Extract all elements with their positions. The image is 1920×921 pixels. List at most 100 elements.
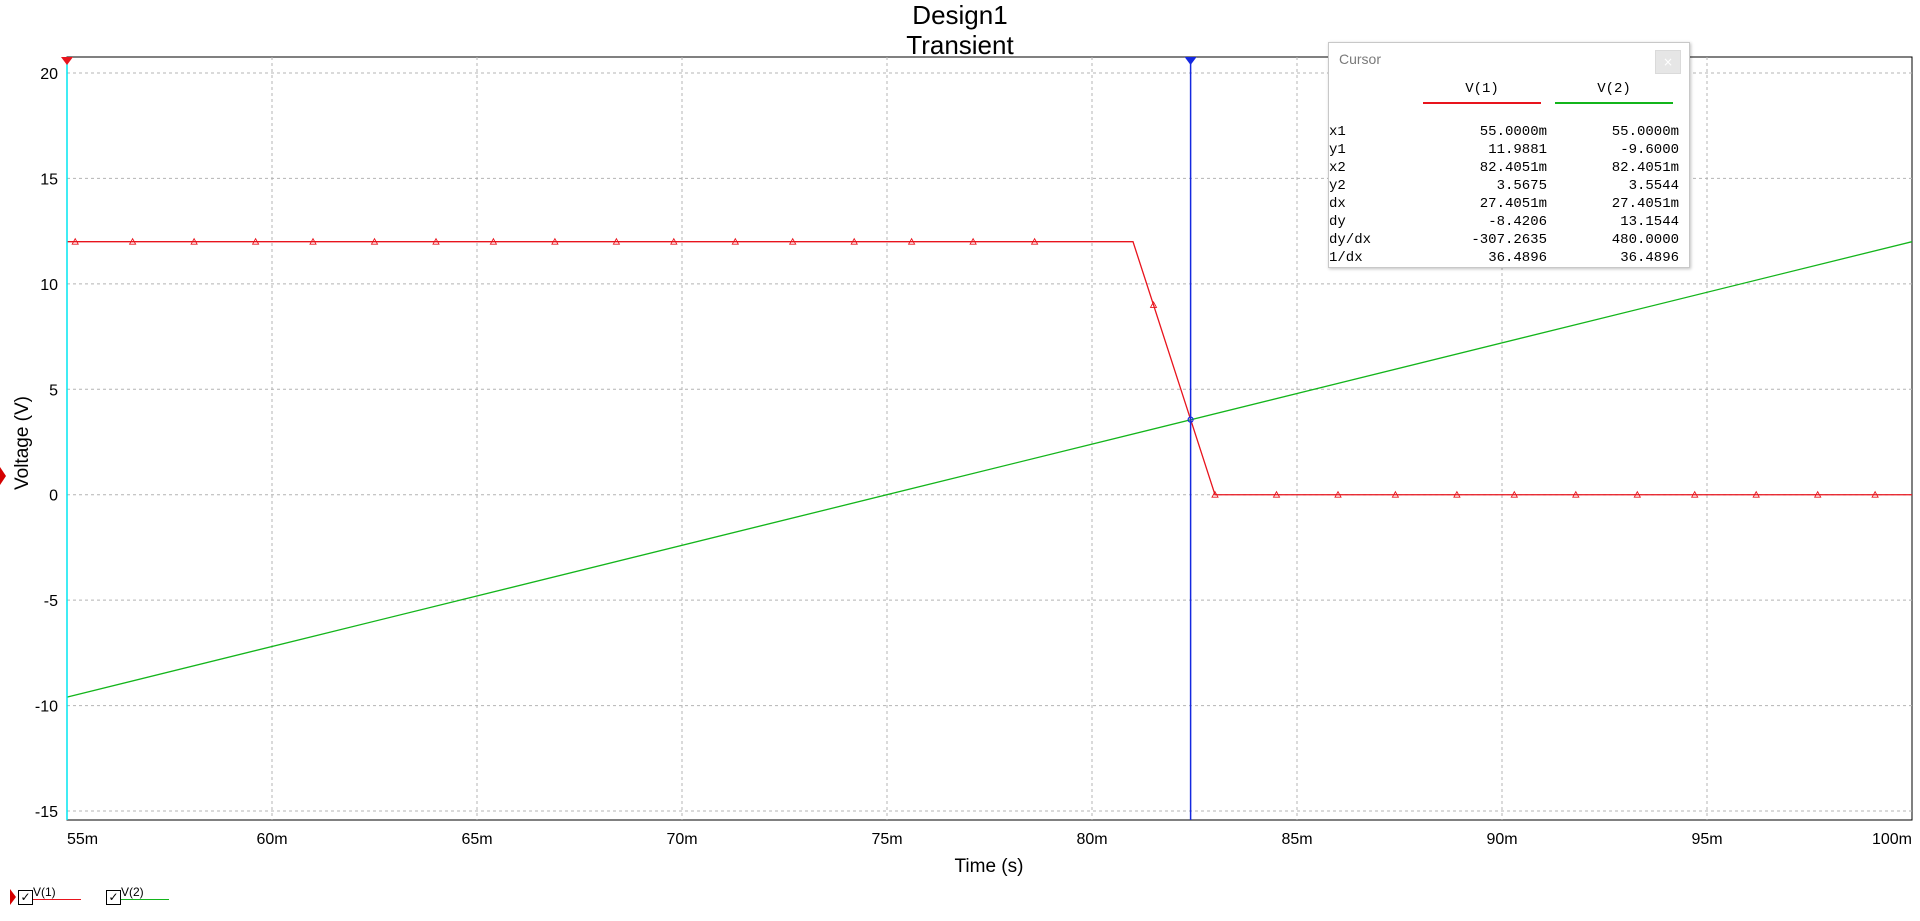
data-point-marker [670,237,678,245]
data-point-marker [907,237,916,245]
cursor-value-v1: 36.4896 [1488,250,1547,266]
cursor-row-label: x1 [1329,124,1346,140]
checkbox-v1[interactable]: ✓ [18,890,33,905]
cursor-value-v2: 36.4896 [1620,250,1679,266]
close-icon[interactable]: × [1655,50,1681,74]
cursor-row-dydx: dy/dx -307.2635 480.0000 [1329,231,1689,249]
selected-trace-marker [10,889,16,905]
cursor-row-y1: y1 11.9881 -9.6000 [1329,141,1689,159]
cursor-value-v1: -307.2635 [1471,232,1547,248]
data-point-marker [309,237,317,245]
data-point-marker [551,237,559,245]
legend-label-v1: V(1) [33,885,56,899]
cursor-2-handle [1184,57,1197,65]
y-tick-label: -5 [44,593,58,610]
y-tick-label: 5 [49,382,58,399]
x-tick-label: 90m [1486,831,1517,848]
cursor-panel-title: Cursor [1339,51,1382,67]
cursor-row-dy: dy -8.4206 13.1544 [1329,213,1689,231]
cursor-value-v2: 480.0000 [1611,232,1679,248]
cursor-column-v2: V(2) [1555,81,1673,104]
data-point-marker [1813,490,1822,498]
cursor-row-inv-dx: 1/dx 36.4896 36.4896 [1329,249,1689,267]
cursor-column-v1-label: V(1) [1465,81,1499,97]
data-point-marker [1752,490,1760,498]
cursor-value-v1: 82.4051m [1479,160,1547,176]
y-tick-label: 15 [40,171,58,188]
data-point-marker [1690,490,1699,498]
x-tick-label: 85m [1281,831,1312,848]
data-point-marker [1633,490,1642,498]
cursor-row-label: dx [1329,196,1346,212]
data-point-marker [489,237,498,245]
y-tick-label: 0 [49,488,58,505]
checkbox-v2[interactable]: ✓ [106,890,121,905]
cursor-value-v1: 27.4051m [1479,196,1547,212]
cursor-value-v2: 27.4051m [1611,196,1679,212]
x-tick-label: 80m [1076,831,1107,848]
cursor-row-label: dy/dx [1329,232,1372,248]
data-point-marker [1334,490,1342,498]
y-tick-label: 10 [40,277,58,294]
data-point-marker [969,237,977,245]
data-point-marker [1510,490,1519,498]
y-tick-label: -15 [35,804,58,821]
data-point-marker [1272,490,1281,498]
cursor-1-handle [61,57,73,65]
cursor-column-v1-swatch [1423,102,1541,104]
cursor-value-v2: 13.1544 [1620,214,1679,230]
data-point-marker [370,237,379,245]
cursor-row-label: y1 [1329,142,1346,158]
data-point-marker [128,237,137,245]
active-trace-marker[interactable] [0,467,6,485]
data-point-marker [612,237,621,245]
y-tick-label: -10 [35,699,58,716]
x-tick-label: 60m [256,831,287,848]
y-axis-label: Voltage (V) [12,396,33,490]
cursor-row-dx: dx 27.4051m 27.4051m [1329,195,1689,213]
chart-title: Design1 [912,0,1007,30]
cursor-row-label: x2 [1329,160,1346,176]
legend-item-v1[interactable]: ✓ V(1) [10,885,90,908]
cursor-value-v2: 55.0000m [1611,124,1679,140]
legend-label-v2: V(2) [121,885,144,899]
legend-swatch-v2 [121,899,169,900]
data-point-marker [1391,490,1400,498]
cursor-row-label: dy [1329,214,1346,230]
cursor-column-v2-label: V(2) [1597,81,1631,97]
data-point-marker [1211,490,1219,498]
cursor-value-v2: 82.4051m [1611,160,1679,176]
cursor-row-x2: x2 82.4051m 82.4051m [1329,159,1689,177]
series-line-v2 [66,241,1913,698]
x-tick-label: 70m [666,831,697,848]
data-point-marker [432,237,440,245]
data-point-marker [1149,301,1158,308]
cursor-readout-table: x1 55.0000m 55.0000m y1 11.9881 -9.6000 … [1329,123,1689,267]
cursor-row-label: y2 [1329,178,1346,194]
series-line-v1 [67,241,1912,496]
data-point-marker [251,237,260,245]
cursor-value-v2: -9.6000 [1620,142,1679,158]
x-tick-label: 65m [461,831,492,848]
cursor-value-v1: 11.9881 [1488,142,1547,158]
x-axis-label: Time (s) [955,856,1024,877]
data-point-marker [731,237,740,245]
cursor-panel[interactable]: Cursor × V(1) V(2) x1 55.0000m 55.0000m … [1328,42,1690,268]
data-point-marker [190,237,198,245]
data-point-marker [1871,490,1879,498]
data-point-marker [788,237,797,245]
legend-item-v2[interactable]: ✓ V(2) [98,885,178,908]
cursor-column-v1: V(1) [1423,81,1541,104]
data-point-marker [850,237,858,245]
x-tick-label: 100m [1872,831,1912,848]
legend-swatch-v1 [33,899,81,900]
x-tick-label: 75m [871,831,902,848]
chart-subtitle: Transient [906,30,1014,60]
cursor-value-v1: 55.0000m [1479,124,1547,140]
x-tick-label: 95m [1691,831,1722,848]
cursor-value-v1: 3.5675 [1496,178,1547,194]
cursor-column-v2-swatch [1555,102,1673,104]
x-tick-label: 55m [67,831,98,848]
data-point-marker [1572,490,1580,498]
